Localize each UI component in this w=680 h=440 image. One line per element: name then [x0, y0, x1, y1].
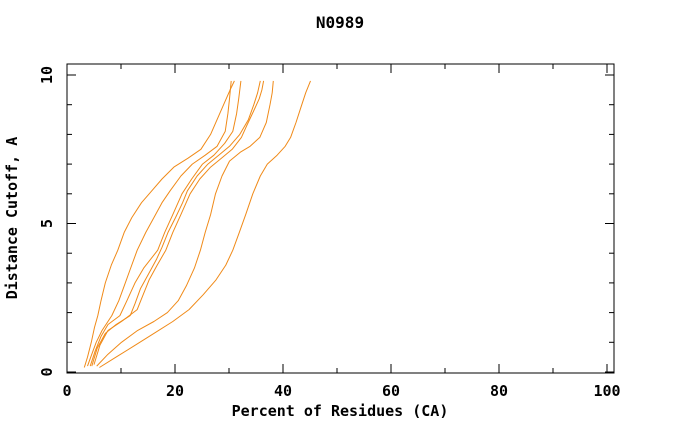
y-axis-label: Distance Cutoff, A [3, 137, 21, 300]
curve-series [83, 80, 311, 368]
x-tick-label: 0 [62, 382, 71, 400]
axis-ticks [66, 64, 614, 373]
curve-6 [96, 80, 274, 367]
y-tick-label: 10 [38, 66, 56, 84]
x-tick-label: 20 [166, 382, 184, 400]
y-tick-label: 0 [38, 367, 56, 376]
chart-title: N0989 [316, 13, 364, 32]
plot-border [66, 63, 615, 374]
curve-3 [89, 80, 242, 367]
y-tick-label: 5 [38, 219, 56, 228]
x-tick-label: 60 [382, 382, 400, 400]
axis-tick-labels: 0 20 40 60 80 100 0 5 10 [38, 66, 621, 400]
curve-1 [83, 80, 235, 368]
curve-7 [99, 80, 311, 368]
curve-4 [91, 80, 261, 367]
x-tick-label: 100 [593, 382, 620, 400]
curve-5 [93, 80, 265, 365]
curve-2 [87, 80, 232, 367]
x-axis-label: Percent of Residues (CA) [232, 402, 449, 420]
x-tick-label: 40 [274, 382, 292, 400]
x-tick-label: 80 [490, 382, 508, 400]
